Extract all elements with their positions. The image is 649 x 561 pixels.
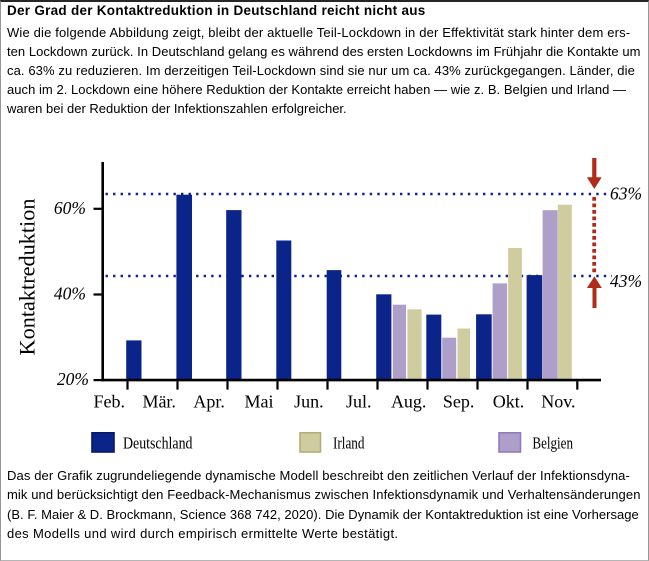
svg-text:63%: 63% [610,184,642,204]
svg-text:60%: 60% [54,198,86,218]
svg-text:Jun.: Jun. [294,392,324,412]
svg-text:Sep.: Sep. [443,392,475,412]
svg-text:Jul.: Jul. [346,392,372,412]
svg-text:Kontaktreduktion: Kontaktreduktion [15,199,40,356]
svg-text:Mai: Mai [245,392,274,412]
svg-text:Deutschland: Deutschland [123,434,193,453]
svg-text:40%: 40% [54,284,86,304]
svg-text:Nov.: Nov. [541,392,575,412]
svg-text:Apr.: Apr. [193,392,225,412]
svg-text:Belgien: Belgien [532,434,573,453]
svg-text:43%: 43% [610,271,642,291]
svg-text:Feb.: Feb. [94,392,126,412]
svg-text:Irland: Irland [333,434,365,453]
svg-text:Mär.: Mär. [142,392,176,412]
svg-text:Okt.: Okt. [493,392,525,412]
svg-text:20%: 20% [57,369,89,389]
svg-text:Aug.: Aug. [391,392,427,412]
